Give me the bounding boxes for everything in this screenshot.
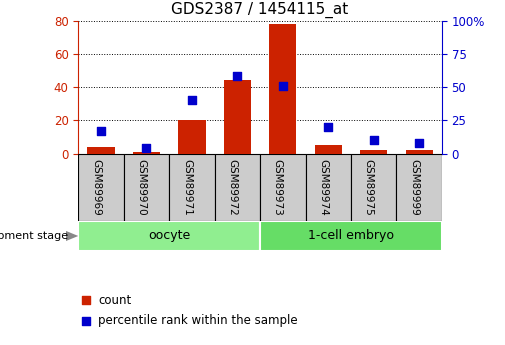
FancyBboxPatch shape	[396, 154, 442, 221]
FancyBboxPatch shape	[260, 221, 442, 251]
Point	[233, 74, 241, 79]
FancyBboxPatch shape	[78, 221, 260, 251]
Point	[142, 146, 150, 151]
Point	[324, 124, 332, 130]
Bar	[406, 150, 433, 154]
Point	[322, 214, 330, 219]
FancyBboxPatch shape	[169, 154, 215, 221]
Text: oocyte: oocyte	[148, 229, 190, 243]
Bar	[133, 152, 160, 154]
Point	[370, 137, 378, 143]
Text: development stage: development stage	[0, 231, 68, 241]
Text: GSM89973: GSM89973	[273, 159, 283, 216]
Text: percentile rank within the sample: percentile rank within the sample	[98, 314, 298, 327]
Bar	[224, 80, 251, 154]
Text: GSM89970: GSM89970	[136, 159, 146, 216]
Text: GSM89972: GSM89972	[227, 159, 237, 216]
Point	[415, 140, 423, 146]
Point	[188, 98, 196, 103]
Point	[322, 26, 330, 31]
FancyBboxPatch shape	[260, 154, 306, 221]
Bar	[269, 24, 296, 154]
FancyBboxPatch shape	[78, 154, 124, 221]
FancyBboxPatch shape	[124, 154, 169, 221]
Text: GSM89971: GSM89971	[182, 159, 192, 216]
Bar	[178, 120, 206, 154]
Bar	[360, 150, 387, 154]
Bar	[87, 147, 115, 154]
Text: 1-cell embryo: 1-cell embryo	[308, 229, 394, 243]
Text: GSM89999: GSM89999	[409, 159, 419, 216]
Text: GSM89974: GSM89974	[318, 159, 328, 216]
FancyBboxPatch shape	[215, 154, 260, 221]
Title: GDS2387 / 1454115_at: GDS2387 / 1454115_at	[172, 2, 348, 18]
Point	[97, 128, 105, 134]
Point	[279, 83, 287, 89]
Text: GSM89969: GSM89969	[91, 159, 101, 216]
Text: count: count	[98, 294, 131, 307]
Text: GSM89975: GSM89975	[364, 159, 374, 216]
Bar	[315, 145, 342, 154]
FancyBboxPatch shape	[306, 154, 351, 221]
Polygon shape	[66, 231, 78, 241]
FancyBboxPatch shape	[351, 154, 396, 221]
